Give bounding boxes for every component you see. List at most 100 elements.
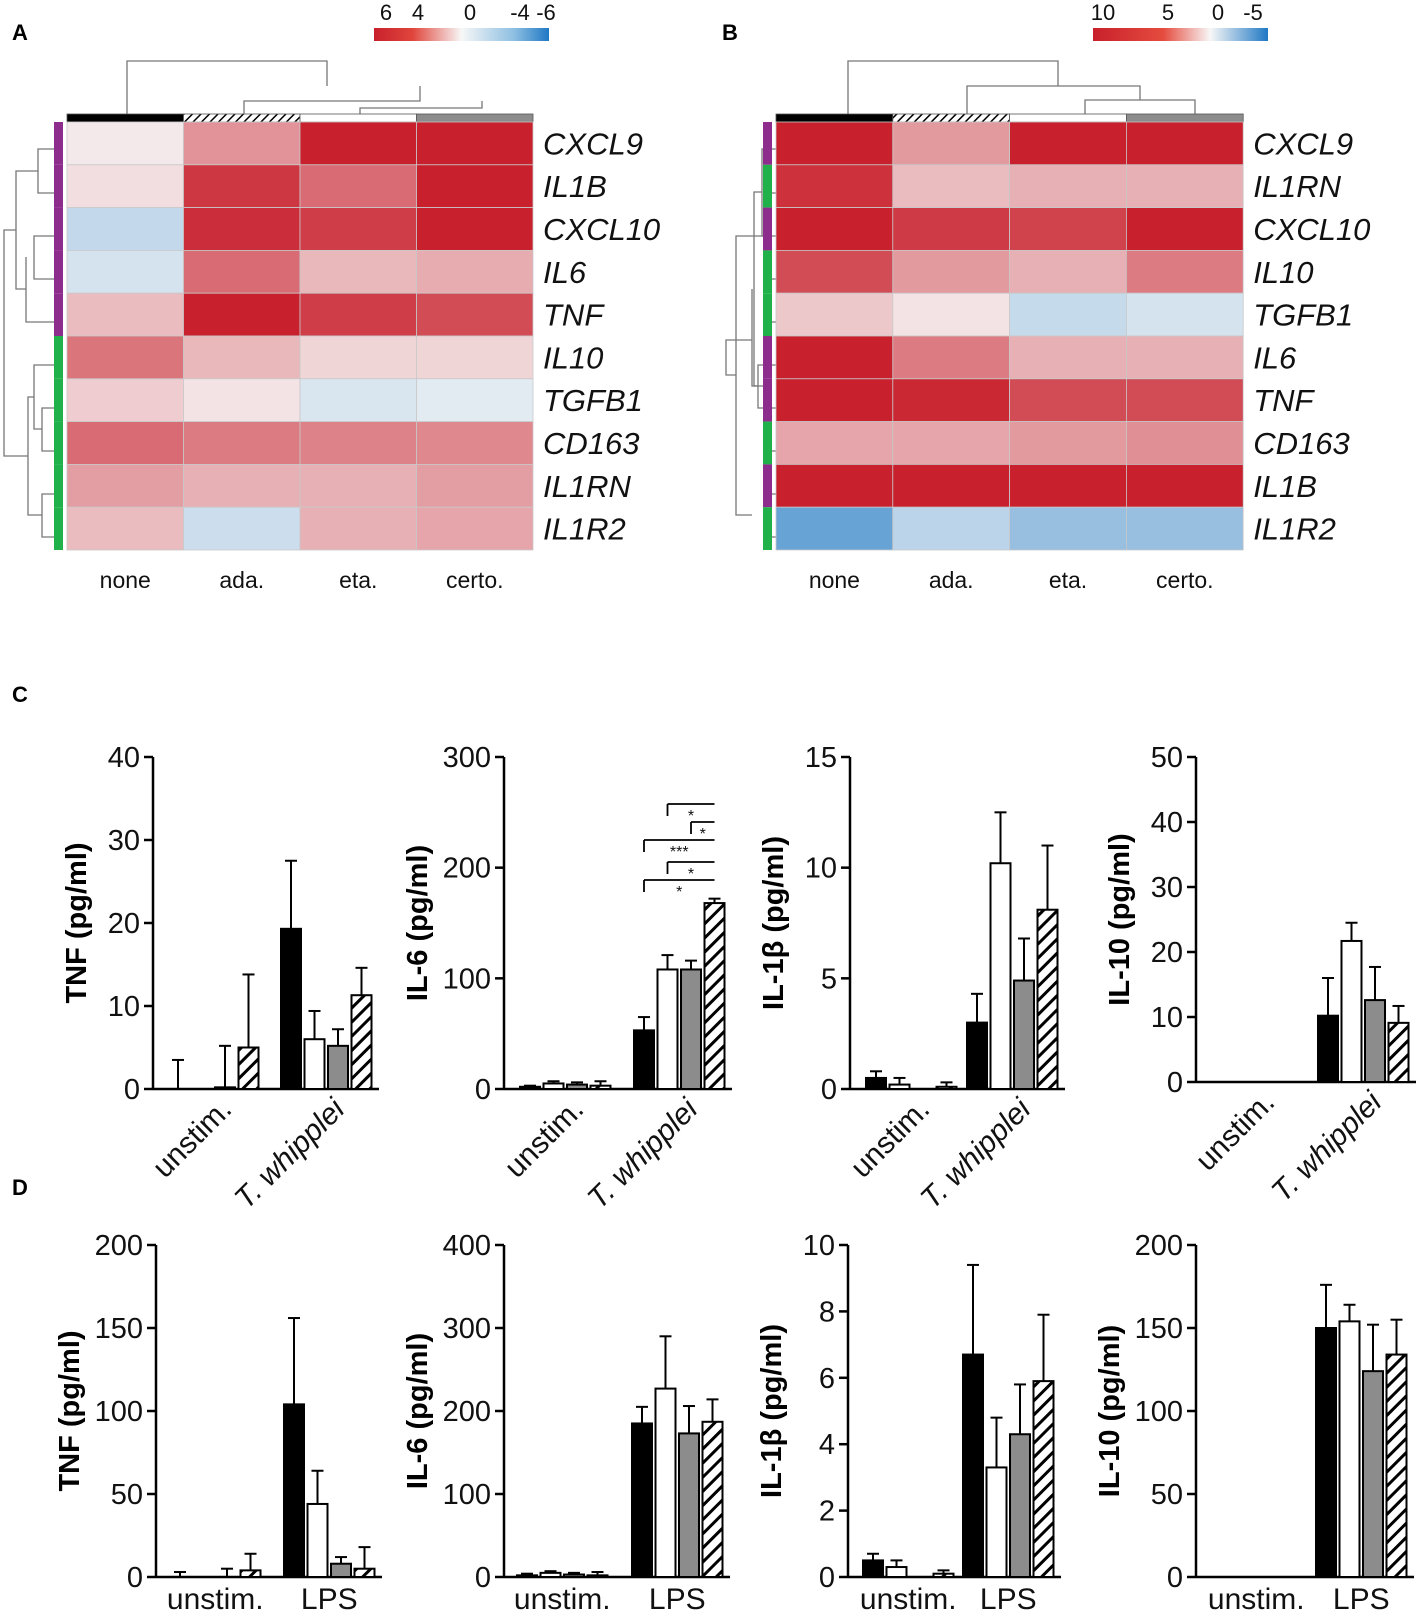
scale-label: 0 [464,0,476,25]
heatmap-cell [892,421,1010,465]
heatmap-cell [299,421,417,465]
y-tick-label: 10 [1151,1002,1183,1034]
column-group-stripe [1126,113,1244,123]
y-tick-label: 10 [803,1230,835,1262]
heatmap-cell [1126,335,1244,380]
row-group-stripe [54,164,63,208]
row-group-stripe [54,378,63,422]
scale-label: -6 [536,0,556,25]
bar [542,1082,565,1091]
bar [350,994,373,1091]
gene-label: IL1R2 [543,512,626,547]
y-tick-label: 6 [819,1363,835,1395]
column-label: none [809,567,860,593]
bar [654,1387,677,1578]
significance-label: *** [670,844,689,861]
y-tick-label: 300 [443,1313,491,1345]
column-group-stripe [183,113,301,123]
panel-label-b: B [722,20,738,45]
heatmap-cell [1009,421,1127,465]
y-tick-label: 50 [1151,1479,1183,1511]
y-tick-label: 0 [1167,1562,1183,1594]
heatmap-cell [892,378,1010,422]
x-category-label: unstim. [1208,1583,1305,1612]
gene-label: CXCL9 [1253,126,1353,161]
heatmap-cell [775,378,894,422]
bar-chart-c-il6: 0 100 200 300 IL-6 (pg/ml) unstim.T. whipplei… [402,742,732,1215]
bar [237,1046,260,1090]
row-group-stripe [54,421,63,465]
column-group-stripe [775,113,894,123]
y-tick-label: 40 [108,742,140,774]
heatmap-cell [183,292,301,337]
y-tick-label: 300 [443,742,491,774]
scale-label: 10 [1091,0,1115,25]
bar [280,927,302,1090]
heatmap-cell [299,249,417,294]
panel-label-a: A [12,20,28,45]
heatmap-cell [416,207,534,251]
y-tick-label: 150 [95,1313,143,1345]
bar [1362,1370,1384,1579]
gene-label: IL1RN [543,469,631,504]
heatmap-cell [416,249,534,294]
gene-label: TNF [543,298,605,333]
bar [701,1420,724,1579]
bar [214,1086,236,1090]
column-dendrogram-b [847,60,1196,114]
heatmap-cell [892,121,1010,166]
heatmap-cell [416,506,534,551]
heatmap-cell [892,207,1010,251]
bar [539,1571,562,1578]
bar [516,1574,538,1578]
heatmap-cell [183,164,301,209]
bar [1340,939,1363,1084]
bar-chart-c-il1b: 0 5 10 15 IL-1β (pg/ml) unstim.T. whipplei [758,742,1065,1215]
y-axis-title: IL-10 (pg/ml) [1094,1325,1126,1497]
y-tick-label: 100 [1135,1396,1183,1428]
gene-label: TNF [1253,383,1315,418]
bar [862,1559,884,1579]
heatmap-cell [1126,421,1244,465]
heatmap-cell [1009,249,1127,294]
x-category-label: T. whipplei [581,1092,705,1216]
y-axis-title: IL-6 (pg/ml) [402,1333,434,1489]
gene-label: IL10 [1253,255,1313,290]
column-label: ada. [219,567,264,593]
bar [631,1422,653,1578]
bar [865,1076,887,1091]
heatmap-cell [892,506,1010,551]
heatmap-cell [416,421,534,465]
heatmap-cell [66,506,184,551]
heatmap-cell [775,463,894,508]
heatmap-cell [1126,506,1244,551]
y-tick-label: 20 [108,908,140,940]
gene-label: CXCL10 [1253,212,1370,247]
y-tick-label: 100 [443,1479,491,1511]
heatmap-cell [1126,249,1244,294]
heatmap-cell [66,378,184,422]
row-group-stripe [54,464,63,508]
heatmap-cell [299,207,417,251]
heatmap-cell [1009,164,1127,209]
y-tick-label: 50 [1151,742,1183,774]
heatmap-cell [892,463,1010,508]
x-category-label: T. whipplei [228,1092,352,1216]
heatmap-cell [299,335,417,380]
heatmap-cell [1009,463,1127,508]
bar [303,1038,326,1090]
bar [885,1566,908,1579]
bar [327,1044,349,1090]
bar [633,1029,655,1091]
gene-label: IL6 [1253,340,1297,375]
heatmap-cell [183,335,301,380]
column-group-stripe [1009,113,1127,123]
y-tick-label: 40 [1151,807,1183,839]
heatmap-cell [416,292,534,337]
heatmap-cell [775,164,894,209]
heatmap-cell [183,378,301,422]
y-tick-label: 0 [475,1562,491,1594]
heatmap-cell [1126,164,1244,209]
bar [678,1432,700,1579]
heatmap-cell [892,249,1010,294]
